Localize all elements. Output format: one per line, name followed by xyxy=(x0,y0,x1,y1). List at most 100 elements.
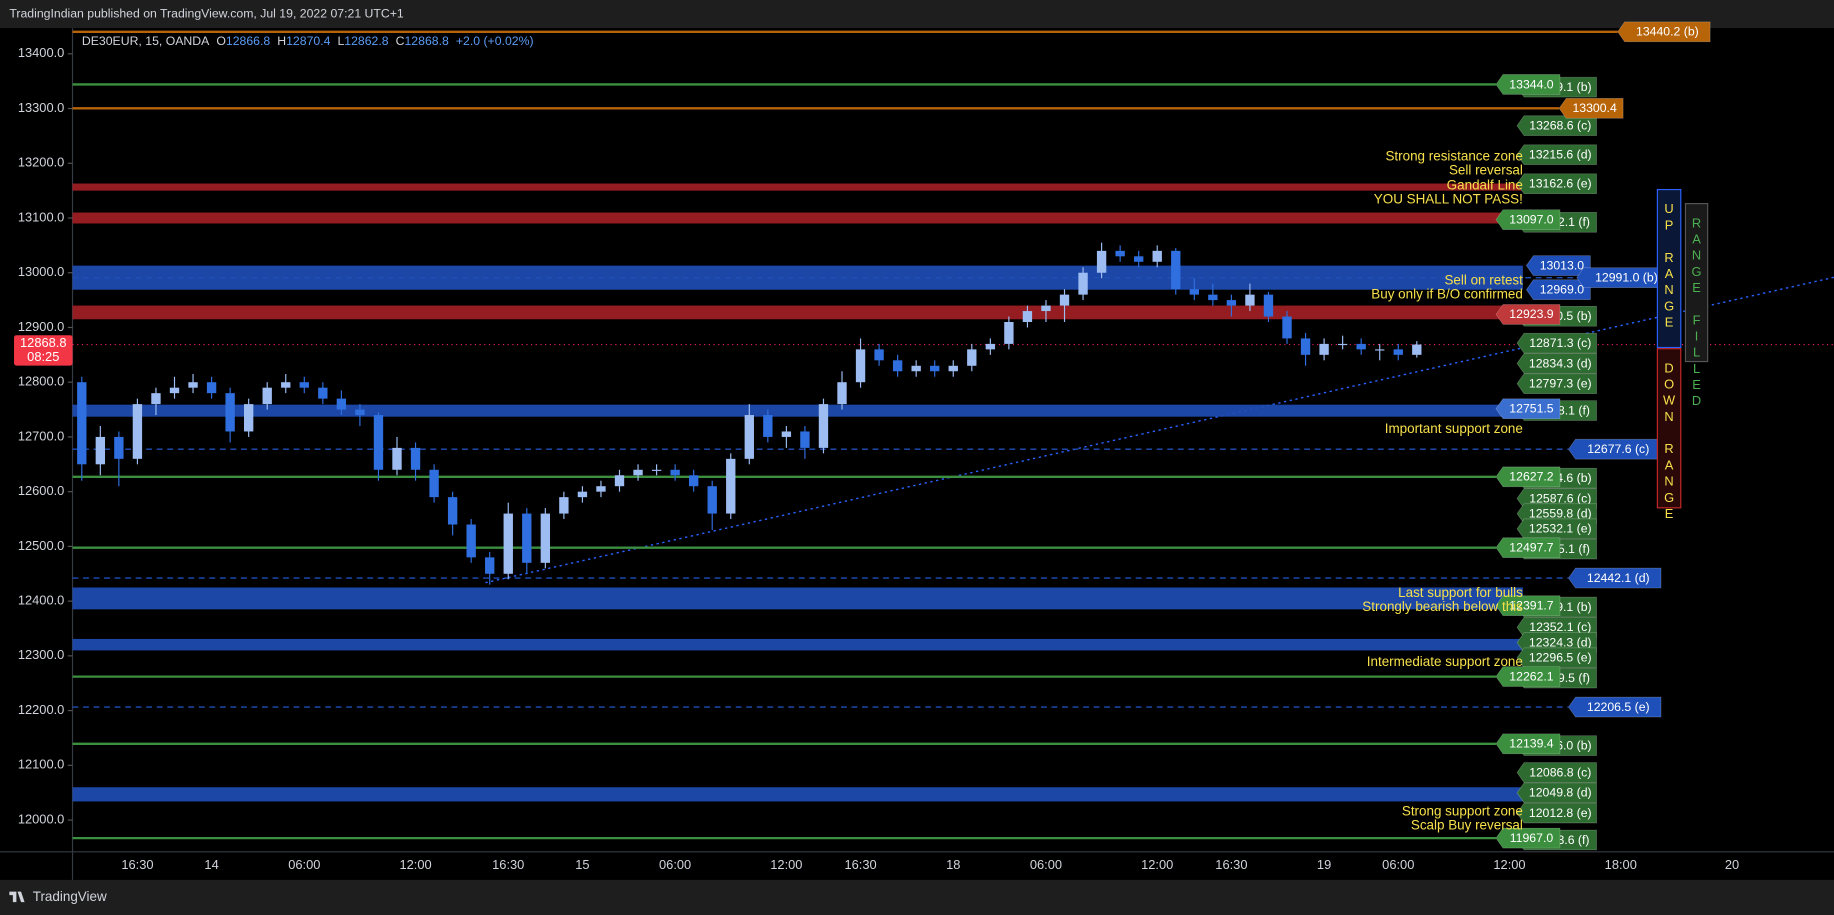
annotation: Sell on retest xyxy=(1444,272,1523,287)
candle-body xyxy=(1319,343,1329,355)
price-tag xyxy=(1525,255,1591,276)
candle-body xyxy=(763,415,773,437)
x-tick-label: 06:00 xyxy=(1382,857,1414,872)
pivot-tag-label: 12324.3 (d) xyxy=(1529,635,1592,649)
countdown-label: 08:25 xyxy=(27,349,59,364)
candle-body xyxy=(818,404,829,448)
pivot-tag xyxy=(1516,518,1597,540)
annotation: Strongly bearish below this xyxy=(1362,599,1523,614)
candle-body xyxy=(466,524,476,558)
x-tick-label: 19 xyxy=(1317,857,1331,872)
pivot-tag-label: 12587.6 (c) xyxy=(1529,491,1591,505)
pivot-tag-label: 12049.8 (d) xyxy=(1529,786,1592,800)
pivot-tag xyxy=(1516,802,1597,824)
pivot-tag xyxy=(1516,373,1597,394)
y-tick-label: 12400.0 xyxy=(18,593,64,608)
zone xyxy=(72,638,1523,651)
candle-body xyxy=(299,382,309,388)
candle-body xyxy=(132,404,143,459)
line-tag-label: 12497.7 xyxy=(1509,540,1554,554)
candle-body xyxy=(967,349,977,366)
price-tag xyxy=(1495,304,1561,325)
candle-body xyxy=(355,409,365,416)
x-tick-label: 20 xyxy=(1725,857,1739,872)
candle-body xyxy=(151,393,161,405)
annotation: Strong resistance zone xyxy=(1385,148,1522,163)
y-tick-label: 12700.0 xyxy=(18,428,64,443)
zone xyxy=(72,265,1523,290)
annotation: Important support zone xyxy=(1385,421,1523,436)
pivot-tag xyxy=(1516,332,1597,354)
line-tag xyxy=(1495,733,1561,755)
candle-body xyxy=(206,382,217,394)
zone xyxy=(72,212,1523,224)
annotation: Last support for bulls xyxy=(1398,585,1523,600)
y-tick-label: 13400.0 xyxy=(18,45,64,60)
candle-body xyxy=(1096,250,1107,273)
candle-body xyxy=(318,387,328,399)
candle-body xyxy=(985,343,996,350)
candle-body xyxy=(429,469,439,498)
candle-body xyxy=(1300,338,1311,355)
dashed-tag-label: 12206.5 (e) xyxy=(1587,700,1650,714)
candle-body xyxy=(707,486,717,514)
candle-body xyxy=(114,436,124,459)
candle-body xyxy=(1282,316,1292,339)
annotation: Buy only if B/O confirmed xyxy=(1371,286,1523,301)
candle-body xyxy=(559,497,569,514)
candle-body xyxy=(837,382,847,405)
x-tick-label: 06:00 xyxy=(659,857,691,872)
legend-key: O xyxy=(216,34,226,48)
candle-body xyxy=(1208,294,1218,301)
legend-value: 12868.8 xyxy=(405,34,450,48)
candle-body xyxy=(1022,311,1033,322)
candle-body xyxy=(373,415,384,470)
y-tick-label: 12500.0 xyxy=(18,538,64,553)
candle-body xyxy=(930,365,940,372)
candle-body xyxy=(485,557,495,574)
pivot-tag-label: 13162.6 (e) xyxy=(1529,177,1592,191)
candle-body xyxy=(1115,250,1125,257)
legend-value: 12866.8 xyxy=(226,34,271,48)
y-tick-label: 12900.0 xyxy=(18,319,64,334)
line-tag xyxy=(1495,666,1561,687)
annotation: Intermediate support zone xyxy=(1367,654,1523,669)
zone xyxy=(72,305,1523,320)
pivot-tag xyxy=(1516,647,1597,669)
candle-body xyxy=(447,497,458,525)
candle-body xyxy=(781,431,792,437)
x-tick-label: 12:00 xyxy=(770,857,802,872)
price-tag xyxy=(1495,398,1561,420)
legend-value: 12870.4 xyxy=(286,34,331,48)
candle-body xyxy=(596,486,606,492)
zone xyxy=(72,183,1523,191)
candle-body xyxy=(503,513,513,574)
candle-body xyxy=(1375,349,1385,351)
range-box-label: RANGE FILLED xyxy=(1689,215,1704,409)
legend: DE30EUR, 15, OANDA O12866.8 H12870.4 L12862… xyxy=(82,34,534,48)
pivot-tag xyxy=(1516,173,1597,195)
last-price-tag xyxy=(14,335,73,366)
candle-body xyxy=(1133,256,1144,262)
y-tick-label: 12800.0 xyxy=(18,374,64,389)
range-box xyxy=(1656,348,1682,509)
publisher: TradingIndian published on TradingView.c… xyxy=(9,6,404,20)
pivot-tag xyxy=(1516,144,1597,166)
annotation: Strong support zone xyxy=(1402,804,1523,819)
price-tag xyxy=(1495,209,1561,230)
candle-body xyxy=(1263,294,1274,317)
pivot-tag xyxy=(1516,115,1597,137)
candle-body xyxy=(874,349,884,361)
candle-body xyxy=(1004,321,1014,344)
candle-body xyxy=(95,436,106,465)
price-tag-label: 12923.9 xyxy=(1509,307,1554,321)
logo xyxy=(9,891,25,903)
candle-body xyxy=(392,447,402,470)
x-tick-label: 06:00 xyxy=(288,857,320,872)
candle-body xyxy=(1041,305,1051,312)
x-tick-label: 16:30 xyxy=(1215,857,1247,872)
line-tag xyxy=(1617,21,1711,43)
dashed-tag xyxy=(1568,567,1662,589)
price-tag-label: 12391.7 xyxy=(1509,599,1554,613)
pivot-tag xyxy=(1516,762,1597,783)
